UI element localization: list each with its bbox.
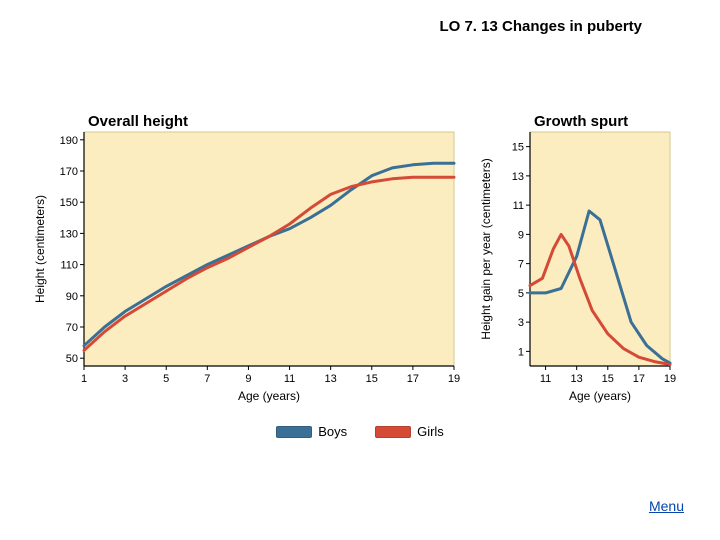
svg-text:7: 7 — [204, 373, 210, 385]
svg-text:190: 190 — [60, 135, 78, 147]
svg-text:5: 5 — [163, 373, 169, 385]
overall-height-chart: Overall height50709011013015017019013579… — [30, 110, 460, 410]
svg-text:Growth spurt: Growth spurt — [534, 113, 628, 130]
svg-text:150: 150 — [60, 197, 78, 209]
page-title: LO 7. 13 Changes in puberty — [0, 18, 690, 35]
svg-text:11: 11 — [513, 200, 524, 212]
svg-text:9: 9 — [518, 229, 524, 241]
svg-text:11: 11 — [284, 373, 295, 385]
legend-item-boys: Boys — [276, 424, 347, 439]
svg-text:70: 70 — [66, 322, 78, 334]
svg-text:15: 15 — [366, 373, 378, 385]
svg-text:15: 15 — [602, 373, 614, 385]
svg-text:15: 15 — [512, 142, 524, 154]
svg-text:19: 19 — [664, 373, 676, 385]
svg-text:13: 13 — [325, 373, 337, 385]
svg-text:Age (years): Age (years) — [569, 389, 631, 403]
legend-label-girls: Girls — [417, 424, 444, 439]
svg-text:17: 17 — [633, 373, 645, 385]
svg-text:130: 130 — [60, 228, 78, 240]
svg-text:Overall height: Overall height — [88, 113, 188, 130]
svg-text:13: 13 — [512, 171, 524, 183]
legend: Boys Girls — [0, 424, 720, 439]
legend-swatch-girls — [375, 426, 411, 438]
legend-swatch-boys — [276, 426, 312, 438]
menu-link[interactable]: Menu — [649, 498, 684, 514]
svg-text:11: 11 — [540, 373, 551, 385]
svg-text:Age (years): Age (years) — [238, 389, 300, 403]
svg-text:Height (centimeters): Height (centimeters) — [33, 195, 47, 303]
svg-text:1: 1 — [518, 346, 524, 358]
svg-text:90: 90 — [66, 291, 78, 303]
svg-text:17: 17 — [407, 373, 419, 385]
svg-text:13: 13 — [571, 373, 583, 385]
svg-text:Height gain per year (centimet: Height gain per year (centimeters) — [479, 158, 493, 339]
svg-text:5: 5 — [518, 288, 524, 300]
legend-label-boys: Boys — [318, 424, 347, 439]
svg-text:7: 7 — [518, 259, 524, 271]
charts-container: Overall height50709011013015017019013579… — [30, 110, 690, 410]
svg-text:3: 3 — [518, 317, 524, 329]
svg-text:19: 19 — [448, 373, 460, 385]
svg-text:110: 110 — [60, 260, 78, 272]
svg-text:170: 170 — [60, 166, 78, 178]
svg-text:50: 50 — [66, 353, 78, 365]
growth-spurt-chart: Growth spurt135791113151113151719Age (ye… — [476, 110, 676, 410]
svg-text:9: 9 — [245, 373, 251, 385]
svg-text:1: 1 — [81, 373, 87, 385]
legend-item-girls: Girls — [375, 424, 444, 439]
svg-text:3: 3 — [122, 373, 128, 385]
